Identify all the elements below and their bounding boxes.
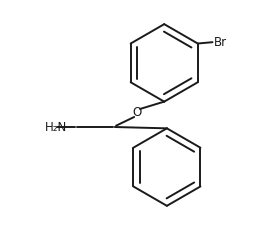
Text: H₂N: H₂N [45,121,68,134]
Text: O: O [132,107,141,120]
Text: Br: Br [214,36,227,49]
